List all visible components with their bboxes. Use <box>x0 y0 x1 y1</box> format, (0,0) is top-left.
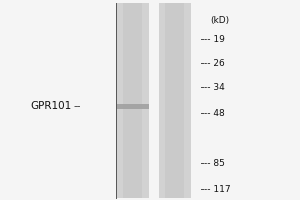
Text: -- 34: -- 34 <box>204 83 225 92</box>
Text: --: -- <box>74 101 81 111</box>
Bar <box>117 104 148 108</box>
Bar <box>159 3 190 198</box>
Text: -- 26: -- 26 <box>204 58 225 68</box>
Text: -- 117: -- 117 <box>204 184 231 194</box>
Text: -- 19: -- 19 <box>204 34 225 44</box>
Text: GPR101: GPR101 <box>31 101 72 111</box>
Text: -- 85: -- 85 <box>204 158 225 168</box>
Bar <box>123 3 142 198</box>
Bar <box>117 3 148 198</box>
Bar <box>165 3 184 198</box>
Text: (kD): (kD) <box>210 17 229 25</box>
Text: -- 48: -- 48 <box>204 108 225 117</box>
